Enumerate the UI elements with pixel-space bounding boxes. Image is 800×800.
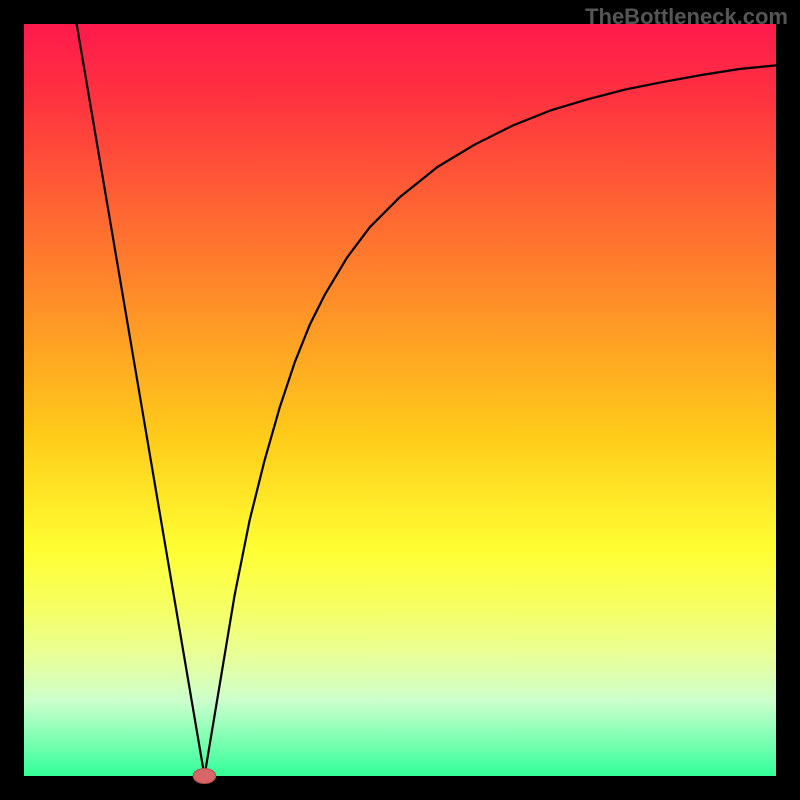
plot-background <box>24 24 776 776</box>
chart-container: TheBottleneck.com <box>0 0 800 800</box>
bottleneck-chart <box>0 0 800 800</box>
minimum-marker <box>193 768 216 783</box>
watermark-text: TheBottleneck.com <box>585 4 788 30</box>
